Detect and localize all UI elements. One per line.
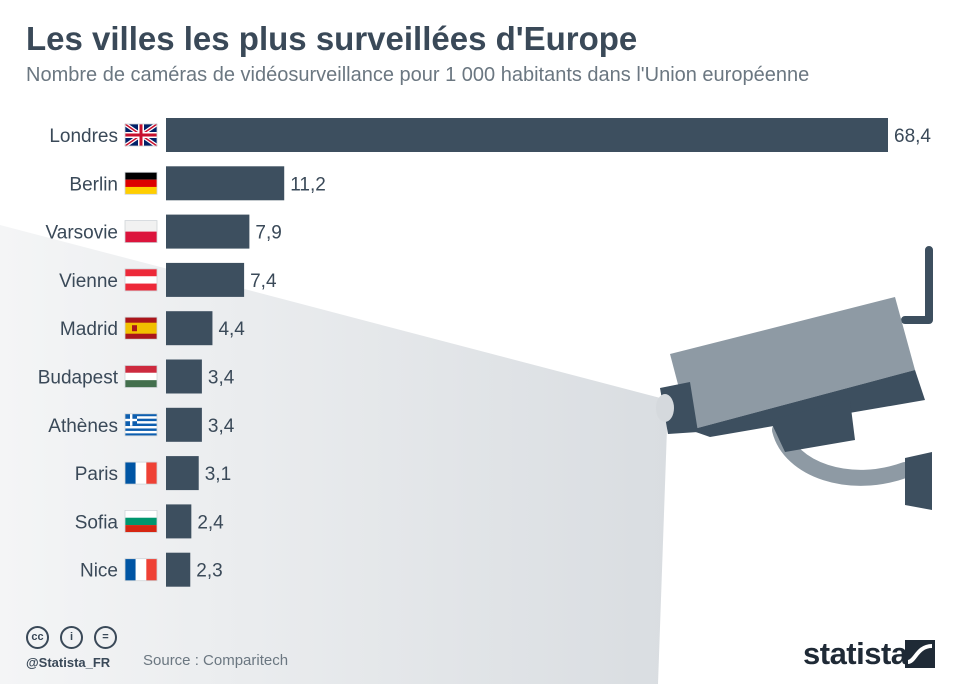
bar [166,552,191,587]
value-label: 2,4 [197,512,224,533]
category-label: Londres [49,126,118,147]
statista-logo-icon [905,640,935,668]
france-flag [124,558,158,582]
cc-icon: cc [26,626,49,649]
austria-flag [124,268,158,292]
category-label: Budapest [38,368,119,389]
no-derivatives-icon: = [94,626,117,649]
bar [166,359,202,394]
poland-flag [124,220,158,244]
france-flag [124,461,158,485]
category-label: Nice [80,561,118,582]
bar [166,214,250,249]
chart-subtitle: Nombre de caméras de vidéosurveillance p… [26,64,810,86]
bar [166,262,245,297]
category-label: Madrid [60,319,118,340]
category-label: Vienne [59,271,118,292]
camera-icon [656,246,933,510]
chart-title: Les villes les plus surveillées d'Europe [26,20,638,57]
category-label: Sofia [75,512,119,533]
category-label: Athènes [48,416,118,437]
value-label: 3,4 [208,416,235,437]
value-label: 7,4 [250,271,277,292]
germany-flag [124,171,158,195]
category-label: Berlin [69,174,118,195]
brand-logo[interactable]: statista [803,636,908,671]
value-label: 3,1 [205,464,231,485]
greece-flag [124,413,158,437]
source-text: Source : Comparitech [143,652,289,669]
category-label: Varsovie [45,223,118,244]
social-handle[interactable]: @Statista_FR [26,655,111,670]
bar [166,504,192,539]
uk-flag [123,122,159,148]
value-label: 11,2 [290,174,326,195]
spain-flag [124,316,158,340]
bar [166,118,888,152]
value-label: 7,9 [255,223,281,244]
bar [166,311,213,346]
hungary-flag [124,365,158,388]
attribution-icon: i [60,626,83,649]
value-label: 68,4 [894,126,931,147]
value-label: 2,3 [196,561,222,582]
category-label: Paris [75,464,118,485]
bar [166,166,285,201]
bar [166,407,202,442]
value-label: 3,4 [208,368,235,389]
value-label: 4,4 [218,319,245,340]
bulgaria-flag [124,509,158,533]
bar [166,456,199,491]
